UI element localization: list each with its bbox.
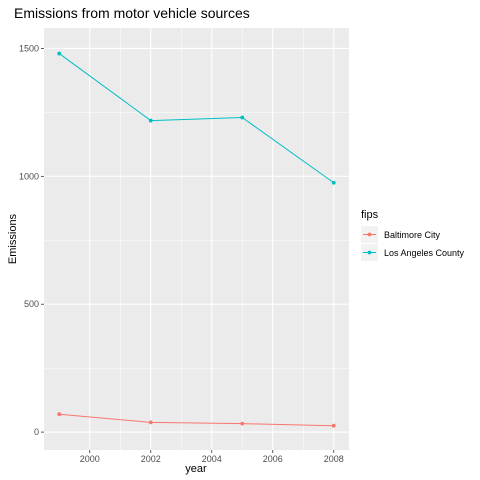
plot-panel bbox=[44, 28, 349, 450]
legend-item-baltimore-city: Baltimore City bbox=[361, 226, 441, 243]
data-point-baltimore-city bbox=[57, 412, 62, 417]
series-points bbox=[57, 51, 336, 428]
x-tick-label: 2008 bbox=[324, 454, 344, 464]
x-axis-ticks: 2000 2002 2004 2006 2008 bbox=[80, 450, 344, 464]
y-tick-label: 0 bbox=[34, 427, 39, 437]
series-lines bbox=[58, 53, 335, 427]
legend-item-los-angeles-county: Los Angeles County bbox=[361, 244, 465, 261]
data-point-baltimore-city bbox=[331, 423, 336, 428]
legend-label: Baltimore City bbox=[384, 230, 441, 240]
legend-key-point bbox=[367, 250, 372, 255]
series-line-baltimore-city bbox=[59, 413, 334, 427]
x-tick-label: 2006 bbox=[263, 454, 283, 464]
y-tick-label: 1500 bbox=[19, 43, 39, 53]
chart-title: Emissions from motor vehicle sources bbox=[14, 5, 250, 21]
data-point-baltimore-city bbox=[148, 420, 153, 425]
legend-items: Baltimore City Los Angeles County bbox=[361, 226, 465, 261]
y-tick-label: 1000 bbox=[19, 171, 39, 181]
data-point-baltimore-city bbox=[240, 421, 245, 426]
legend: fips Baltimore City Los Angeles County bbox=[361, 209, 465, 261]
x-axis-title: year bbox=[185, 463, 207, 475]
legend-title: fips bbox=[361, 209, 379, 221]
legend-label: Los Angeles County bbox=[384, 248, 465, 258]
major-gridlines bbox=[44, 28, 349, 450]
data-point-los-angeles-county bbox=[240, 115, 245, 120]
x-tick-label: 2000 bbox=[80, 454, 100, 464]
y-tick-label: 500 bbox=[24, 299, 39, 309]
series-line-los-angeles-county bbox=[58, 53, 335, 184]
data-point-los-angeles-county bbox=[331, 180, 336, 185]
data-point-los-angeles-county bbox=[57, 51, 62, 56]
data-point-los-angeles-county bbox=[148, 118, 153, 123]
y-axis-title: Emissions bbox=[7, 213, 19, 264]
x-tick-label: 2002 bbox=[141, 454, 161, 464]
legend-key-point bbox=[367, 232, 372, 237]
y-axis-ticks: 0 500 1000 1500 bbox=[19, 43, 44, 437]
x-tick-label: 2004 bbox=[202, 454, 222, 464]
